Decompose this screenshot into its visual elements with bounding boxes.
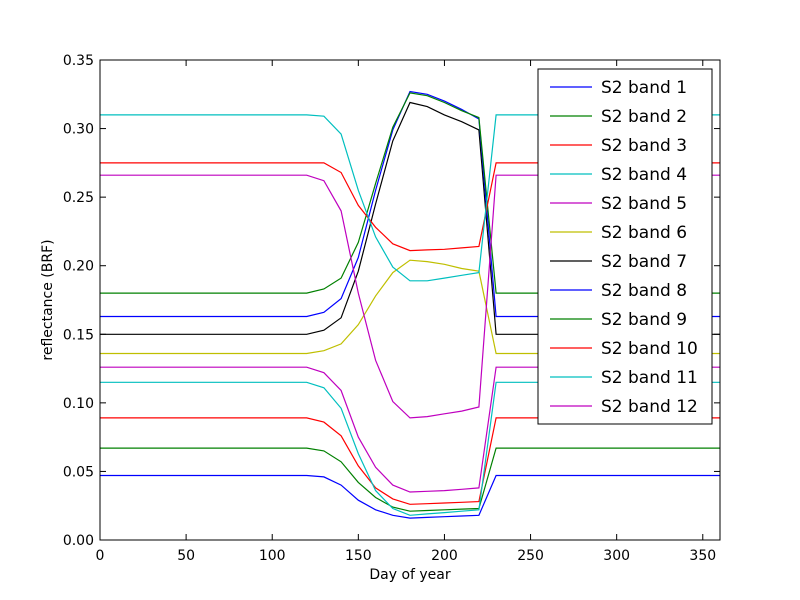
- legend-label: S2 band 6: [601, 223, 687, 243]
- series-line-10: [100, 162, 720, 252]
- y-tick-label: 0.10: [63, 396, 94, 412]
- legend-label: S2 band 8: [601, 281, 687, 301]
- x-tick-label: 50: [177, 548, 195, 564]
- y-axis-label: reflectance (BRF): [40, 239, 56, 360]
- legend-label: S2 band 7: [601, 252, 687, 272]
- series-line-5: [100, 366, 720, 493]
- x-tick-label: 350: [689, 548, 716, 564]
- series-line-7: [100, 101, 720, 335]
- y-tick-label: 0.05: [63, 464, 94, 480]
- series-line-2: [100, 447, 720, 512]
- legend-label: S2 band 12: [601, 397, 698, 417]
- series-line-3: [100, 417, 720, 505]
- legend-label: S2 band 2: [601, 107, 687, 127]
- legend: S2 band 1 S2 band 2 S2 band 3 S2 band 4 S2 b…: [537, 68, 713, 425]
- series-line-9: [100, 92, 720, 294]
- legend-label: S2 band 4: [601, 165, 687, 185]
- series-line-4: [100, 381, 720, 516]
- legend-box: [537, 68, 713, 425]
- legend-label: S2 band 3: [601, 136, 687, 156]
- series-line-1: [100, 474, 720, 519]
- x-tick-label: 100: [259, 548, 286, 564]
- plot-lines: [100, 90, 720, 519]
- x-tick-label: 0: [96, 548, 105, 564]
- legend-label: S2 band 10: [601, 339, 698, 359]
- x-tick-label: 150: [345, 548, 372, 564]
- y-tick-label: 0.25: [63, 190, 94, 206]
- legend-label: S2 band 1: [601, 78, 687, 98]
- legend-label: S2 band 9: [601, 310, 687, 330]
- series-line-12: [100, 174, 720, 419]
- axes: 0 50 100 150 200 250 300 350 0.00 0.05 0.10 0.15 0.2…: [63, 53, 721, 564]
- x-tick-label: 300: [603, 548, 630, 564]
- y-tick-label: 0.15: [63, 327, 94, 343]
- y-tick-label: 0.20: [63, 259, 94, 275]
- legend-label: S2 band 11: [601, 368, 698, 388]
- y-tick-label: 0.00: [63, 533, 94, 549]
- legend-label: S2 band 5: [601, 194, 687, 214]
- plot-frame: [99, 59, 721, 541]
- x-axis-label: Day of year: [369, 567, 451, 583]
- y-tick-label: 0.30: [63, 122, 94, 138]
- y-tick-label: 0.35: [63, 53, 94, 69]
- x-tick-label: 200: [431, 548, 458, 564]
- series-line-6: [100, 259, 720, 355]
- series-line-11: [100, 114, 720, 282]
- x-tick-label: 250: [517, 548, 544, 564]
